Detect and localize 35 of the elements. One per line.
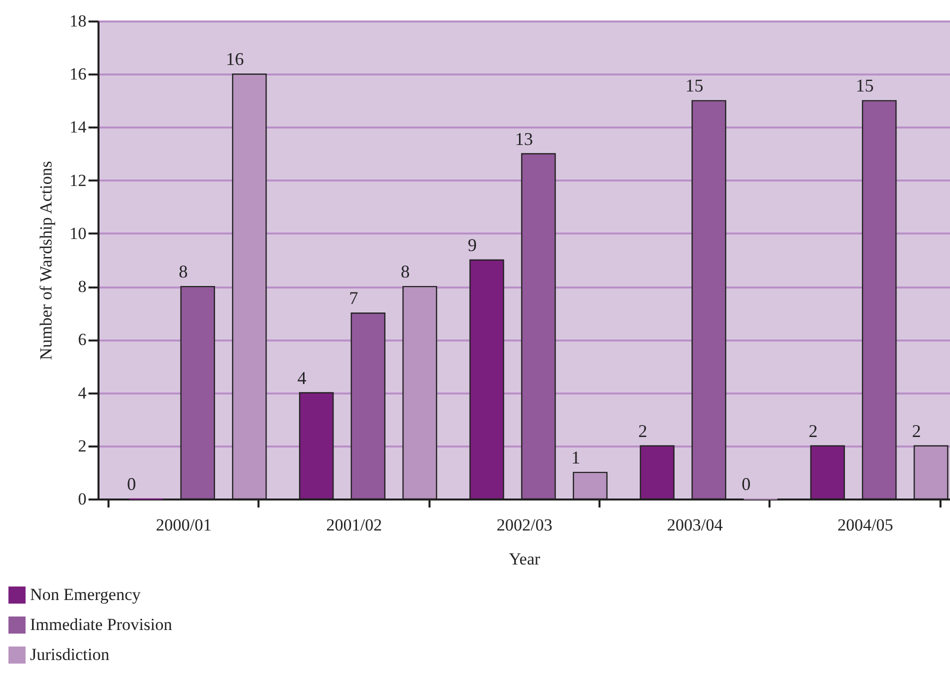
data-label: 0: [126, 474, 136, 494]
y-tick-label: 14: [70, 118, 87, 137]
legend-label: Jurisdiction: [30, 645, 110, 664]
y-tick-label: 8: [78, 277, 86, 296]
data-label: 8: [400, 262, 410, 282]
y-tick-label: 10: [70, 224, 86, 243]
data-label: 4: [297, 368, 306, 388]
data-label: 8: [178, 262, 188, 282]
data-label: 2: [638, 420, 648, 441]
data-label: 13: [515, 128, 533, 149]
y-tick-label: 18: [70, 12, 86, 30]
data-label: 15: [856, 76, 874, 96]
legend-label: Immediate Provision: [30, 615, 173, 634]
x-tick-label: 2001/02: [326, 516, 382, 534]
data-label: 2: [912, 420, 922, 441]
data-label: 7: [349, 288, 358, 308]
y-tick-label: 12: [70, 170, 86, 190]
y-tick-label: 16: [70, 64, 86, 84]
x-axis-title: Year: [508, 550, 540, 568]
y-axis-title: Number of Wardship Actions: [36, 161, 56, 360]
legend-label: Non Emergency: [30, 585, 142, 604]
data-label: 9: [468, 235, 477, 255]
data-label: 2: [808, 420, 818, 441]
data-label: 1: [571, 447, 580, 468]
x-tick-label: 2003/04: [667, 516, 724, 534]
x-tick-label: 2002/03: [496, 516, 552, 534]
x-tick-label: 2004/05: [837, 516, 894, 534]
y-tick-label: 4: [78, 383, 87, 402]
data-label: 16: [226, 49, 244, 70]
data-label: 0: [742, 474, 751, 494]
y-tick-label: 6: [78, 330, 86, 350]
x-tick-label: 2000/01: [156, 516, 212, 534]
y-tick-label: 0: [78, 490, 86, 508]
y-tick-label: 2: [78, 436, 86, 456]
data-label: 15: [685, 76, 704, 96]
